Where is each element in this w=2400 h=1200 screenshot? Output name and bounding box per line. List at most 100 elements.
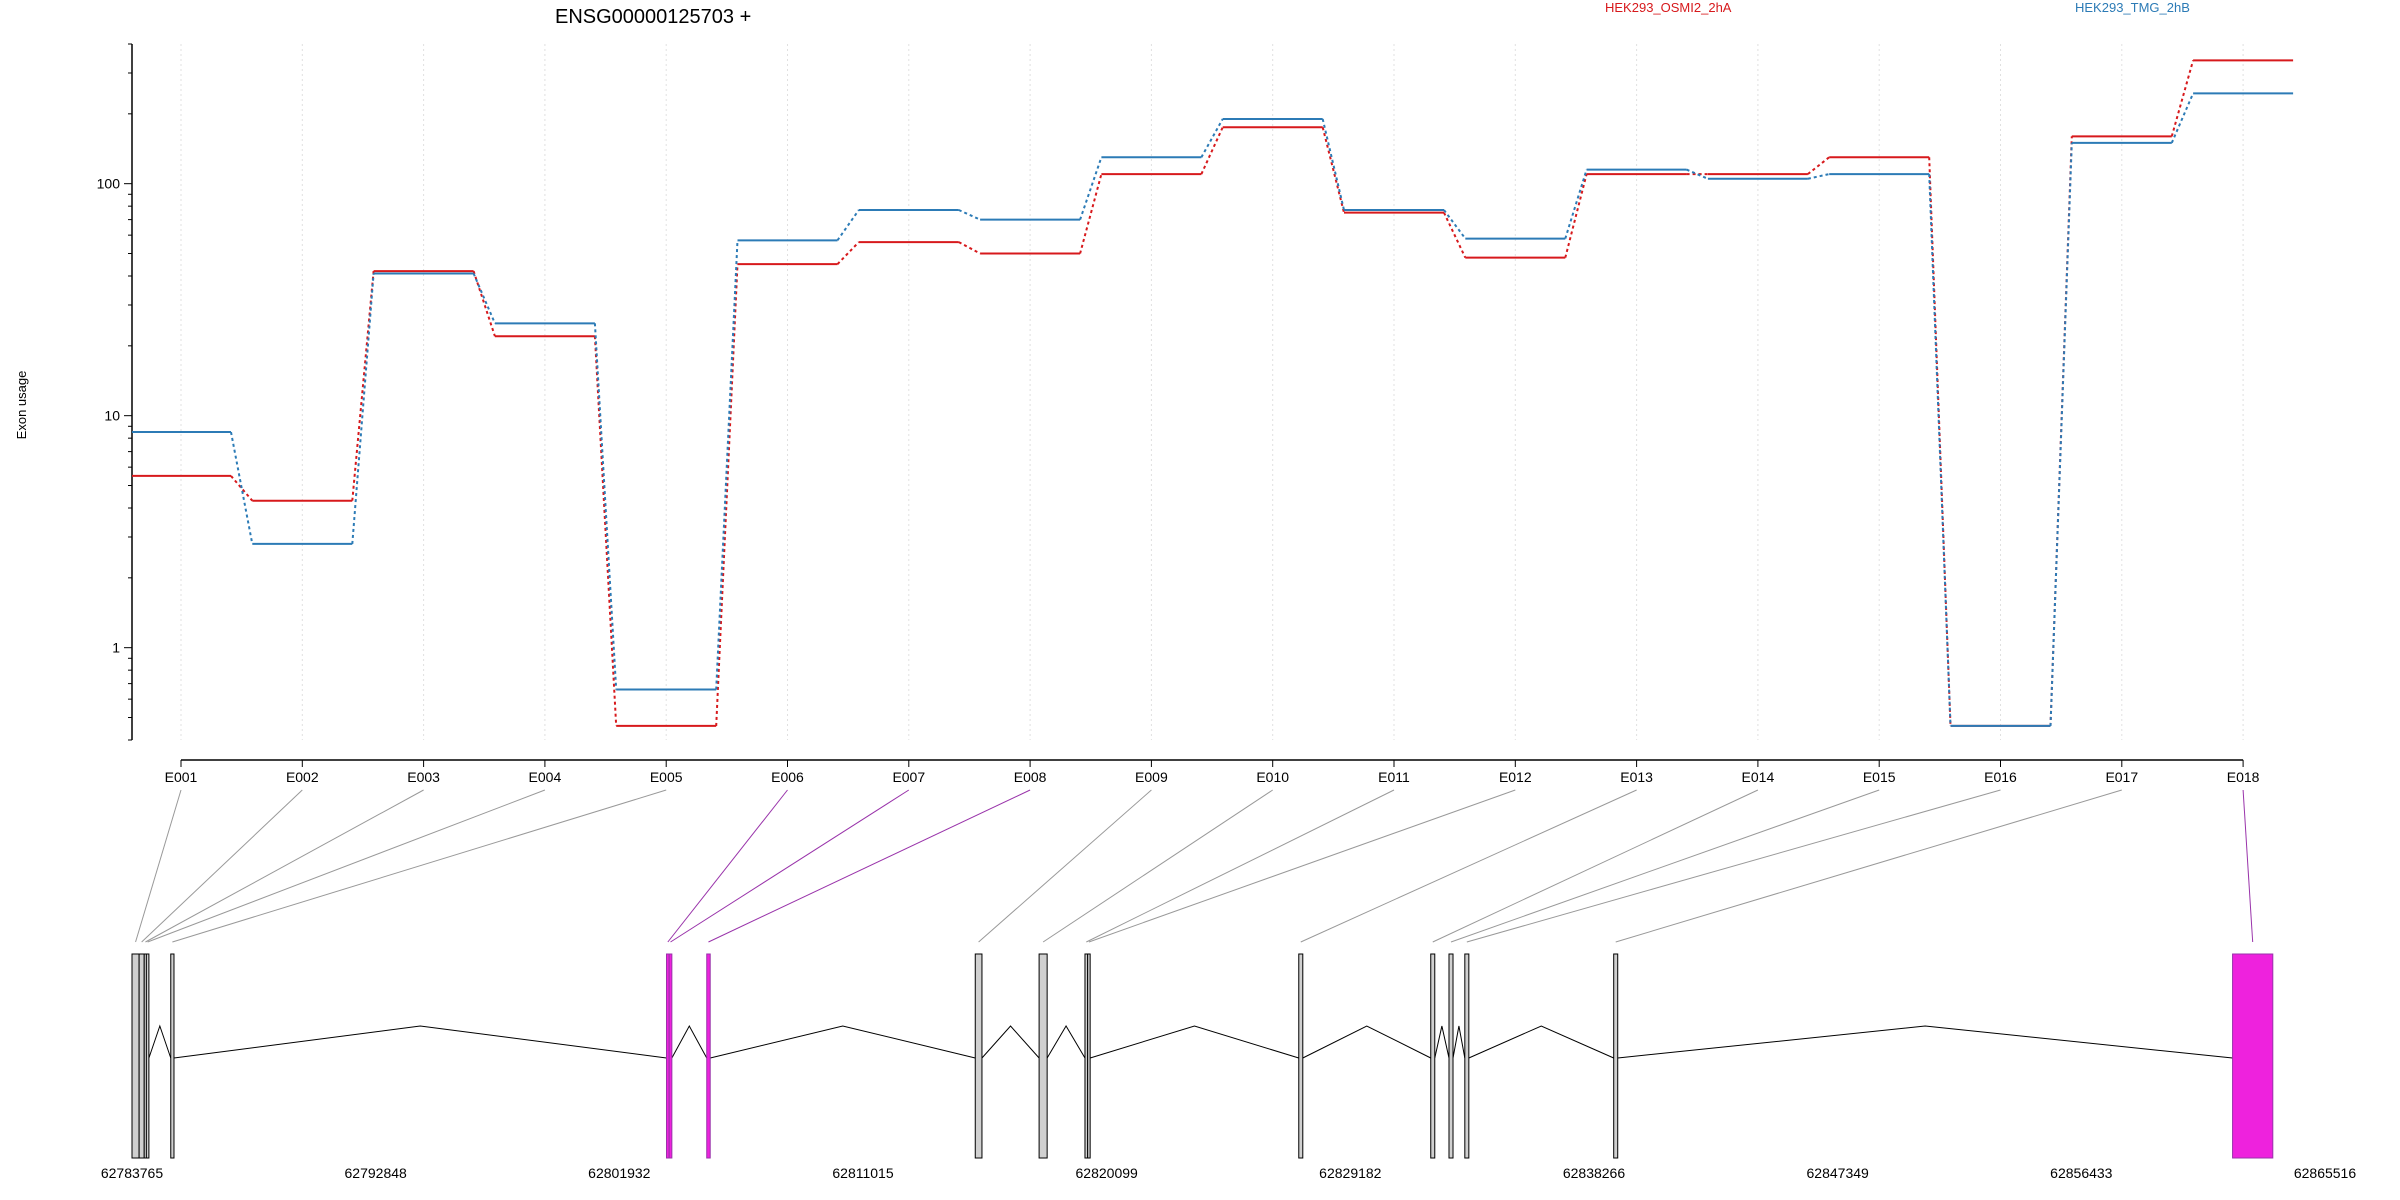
legend-entry-1: HEK293_OSMI2_2hA xyxy=(1605,0,1732,15)
usage-connector xyxy=(836,241,860,265)
chart-title: ENSG00000125703 + xyxy=(555,6,751,28)
exon-box-e013 xyxy=(1298,953,1304,1159)
genomic-coordinate-label: 62838266 xyxy=(1563,1165,1626,1181)
exon-box-e018 xyxy=(2232,953,2274,1159)
genomic-coordinate-label: 62847349 xyxy=(1807,1165,1870,1181)
y-tick-label: 10 xyxy=(104,408,120,424)
exon-connector xyxy=(1042,789,1273,943)
x-tick-label: E015 xyxy=(1863,769,1896,785)
intron-arc xyxy=(1434,1025,1450,1059)
gene-model: 62783765 62792848 62801932 62811015 62820099… xyxy=(101,953,2357,1181)
usage-connector xyxy=(1807,173,1830,180)
exon-box-e010 xyxy=(1038,953,1048,1159)
usage-connector xyxy=(1079,173,1103,254)
usage-connector xyxy=(1564,169,1588,239)
intron-arc xyxy=(1617,1025,2233,1059)
exon-box-e007 xyxy=(668,953,673,1159)
exon-connectors xyxy=(135,789,2254,943)
exon-connector xyxy=(145,789,424,943)
grid-lines xyxy=(180,44,2244,740)
intron-arc xyxy=(671,1024,708,1059)
intron-arc xyxy=(710,1025,976,1059)
exon-connector xyxy=(147,789,546,943)
intron-arc xyxy=(173,1025,667,1059)
genomic-coordinate-label: 62829182 xyxy=(1319,1165,1382,1181)
y-tick-label: 1 xyxy=(112,640,120,656)
usage-connector xyxy=(1443,212,1467,259)
x-tick-label: E016 xyxy=(1984,769,2017,785)
usage-connector xyxy=(230,431,254,545)
intron-arc xyxy=(148,1024,172,1059)
exon-box-e002 xyxy=(138,953,145,1159)
usage-connector xyxy=(2049,142,2073,726)
genomic-coordinate-label: 62856433 xyxy=(2050,1165,2113,1181)
x-tick-label: E007 xyxy=(892,769,925,785)
usage-connector xyxy=(1564,173,1588,258)
series-2 xyxy=(132,92,2294,727)
intron-arc xyxy=(1452,1025,1466,1059)
exon-connector xyxy=(2242,789,2254,943)
exon-connector xyxy=(1086,789,1395,943)
usage-connector xyxy=(230,475,254,502)
intron-arc xyxy=(981,1025,1040,1059)
exon-connector xyxy=(708,789,1031,943)
usage-connector xyxy=(1200,118,1224,158)
usage-connector xyxy=(351,273,375,545)
usage-connector xyxy=(715,264,739,726)
exon-box-e004 xyxy=(145,953,150,1159)
intron-arc xyxy=(1302,1025,1431,1059)
data-series xyxy=(132,59,2294,727)
x-tick-label: E004 xyxy=(529,769,562,785)
usage-connector xyxy=(715,240,739,690)
exon-connector xyxy=(670,789,910,943)
exon-connector xyxy=(135,789,182,943)
exon-box-e005 xyxy=(170,953,175,1159)
exon-connector xyxy=(141,789,303,943)
x-tick-label: E002 xyxy=(286,769,319,785)
exon-connector xyxy=(1088,789,1516,943)
x-tick-label: E005 xyxy=(650,769,683,785)
usage-connector xyxy=(2170,92,2195,144)
x-tick-label: E003 xyxy=(407,769,440,785)
usage-connector xyxy=(1928,174,1952,726)
exon-connector xyxy=(1466,789,2001,943)
x-tick-label: E006 xyxy=(771,769,804,785)
exon-box-e012 xyxy=(1087,953,1091,1159)
exon-box-e001 xyxy=(131,953,140,1159)
exon-connector xyxy=(1300,789,1637,943)
usage-connector xyxy=(1079,156,1103,220)
y-axis-label: Exon usage xyxy=(14,371,29,440)
usage-connector xyxy=(836,209,860,241)
exon-box-e015 xyxy=(1448,953,1454,1159)
usage-connector xyxy=(1200,126,1224,175)
genomic-coordinate-label: 62792848 xyxy=(345,1165,408,1181)
axes: 1 10 100 E001 E002 E003 E004 E005 E006 E007 E008 E0… xyxy=(97,43,2260,785)
exon-connector xyxy=(978,789,1152,943)
exon-box-e009 xyxy=(974,953,983,1159)
genomic-coordinate-label: 62865516 xyxy=(2294,1165,2357,1181)
usage-connector xyxy=(958,241,981,255)
usage-connector xyxy=(1321,127,1345,213)
intron-arc xyxy=(1046,1025,1086,1059)
usage-connector xyxy=(351,270,375,501)
exon-box-e008 xyxy=(706,953,711,1159)
usage-connector xyxy=(1321,118,1345,211)
series-1 xyxy=(132,59,2294,727)
exon-connector xyxy=(1615,789,2122,943)
exon-connector xyxy=(667,789,788,943)
x-tick-label: E008 xyxy=(1014,769,1047,785)
y-tick-label: 100 xyxy=(97,176,121,192)
x-tick-label: E001 xyxy=(165,769,198,785)
exon-box-e016 xyxy=(1464,953,1470,1159)
usage-connector xyxy=(472,273,496,324)
x-tick-label: E017 xyxy=(2105,769,2138,785)
x-tick-label: E009 xyxy=(1135,769,1168,785)
usage-connector xyxy=(593,336,618,726)
genomic-coordinate-label: 62801932 xyxy=(588,1165,651,1181)
usage-connector xyxy=(1807,156,1830,175)
usage-connector xyxy=(2170,60,2195,137)
exon-connector xyxy=(1450,789,1880,943)
exon-connector xyxy=(172,789,667,943)
usage-connector xyxy=(1686,168,1709,180)
